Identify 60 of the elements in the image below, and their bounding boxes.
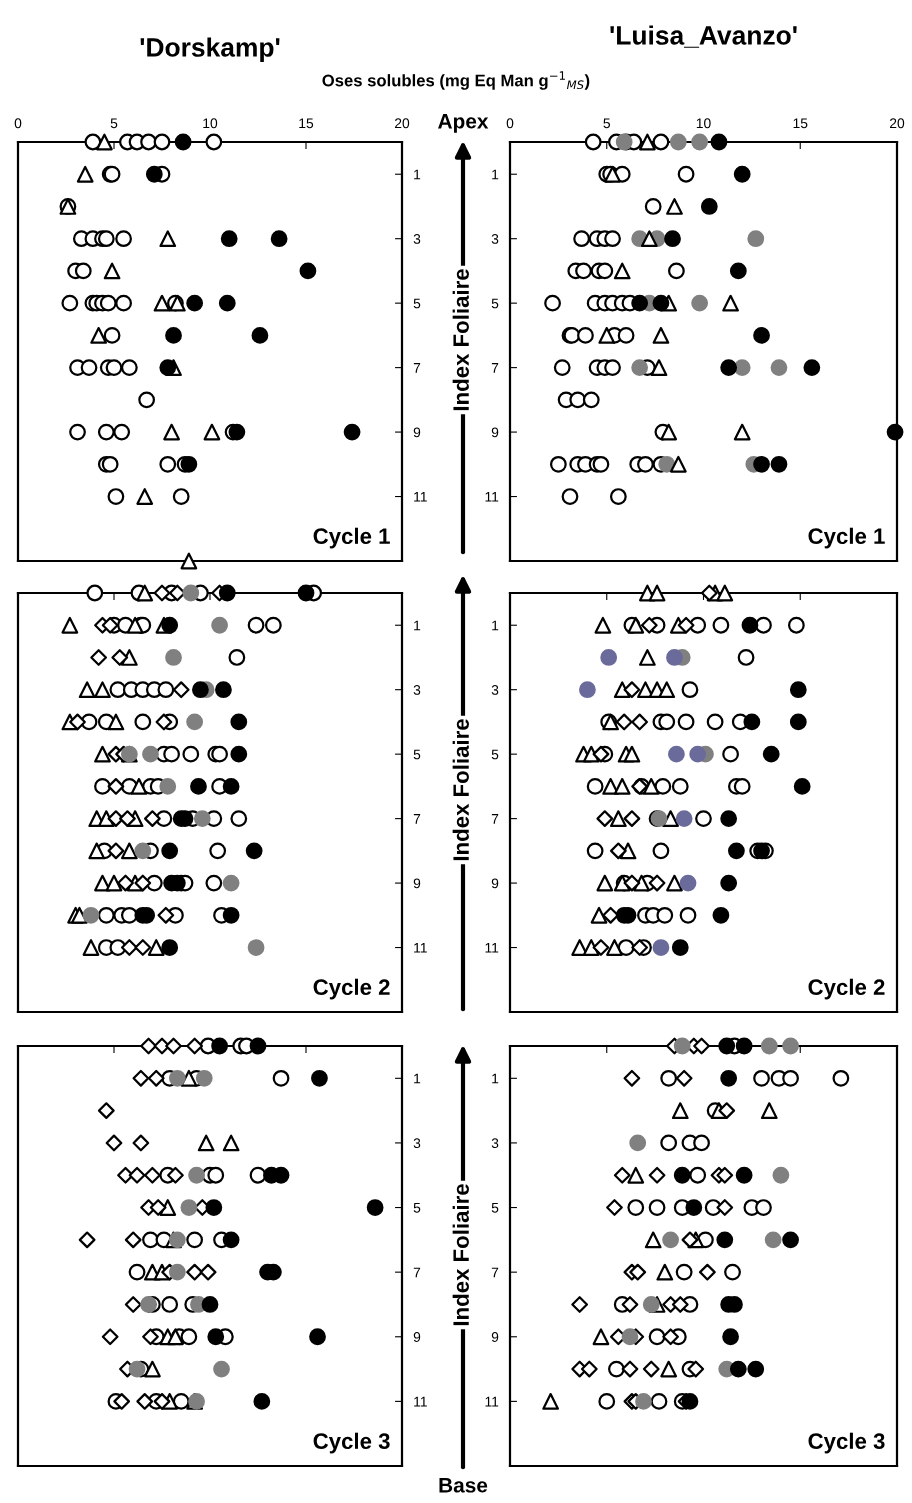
y-tick-label: 1 [492, 1073, 499, 1084]
text: Base [439, 1478, 488, 1493]
y-tick-label: 3 [491, 685, 499, 695]
y-tick-label: 5 [491, 749, 499, 760]
y-axis-title: Index Foliaire [452, 1184, 469, 1326]
y-tick-label: 3 [491, 234, 499, 244]
y-tick-label: 1 [414, 169, 421, 180]
x-tick-label: 20 [394, 118, 410, 129]
annotation: Cycle 1 [808, 527, 885, 549]
y-tick-label: 9 [491, 427, 499, 438]
y-tick-label: 5 [413, 1203, 421, 1213]
y-tick-label: 11 [485, 1396, 499, 1407]
y-tick-label: 1 [414, 1073, 421, 1084]
annotation: Cycle 3 [808, 1432, 885, 1454]
y-tick-label: 9 [413, 1332, 421, 1342]
y-tick-label: 3 [491, 1138, 499, 1149]
x-tick-label: 5 [603, 118, 611, 129]
y-tick-label: 3 [413, 1138, 421, 1149]
annotation: Cycle 2 [313, 978, 390, 1000]
annotation: Cycle 1 [313, 527, 390, 549]
annotation: Cycle 3 [313, 1432, 390, 1454]
y-tick-label: 5 [491, 298, 499, 309]
x-tick-label: 0 [506, 118, 514, 129]
y-tick-label: 1 [492, 169, 499, 180]
y-tick-label: 1 [492, 620, 499, 631]
y-tick-label: 7 [491, 814, 499, 824]
x-axis-title: Oses solubles (mg Eq Man g$^{−1}$$_{MS}$) [322, 71, 590, 90]
y-tick-label: 7 [491, 1267, 499, 1278]
y-axis-title: Index Foliaire [452, 269, 469, 411]
y-tick-label: 11 [414, 943, 427, 953]
y-tick-label: 5 [413, 298, 421, 309]
y-tick-label: 7 [491, 363, 499, 373]
x-tick-label: 10 [203, 118, 218, 129]
x-tick-label: 15 [793, 118, 808, 129]
x-tick-label: 10 [696, 118, 711, 129]
y-tick-label: 7 [413, 1267, 421, 1278]
y-tick-label: 11 [414, 1396, 427, 1407]
y-tick-label: 9 [413, 878, 421, 889]
y-tick-label: 11 [414, 492, 427, 502]
x-tick-label: 5 [110, 118, 118, 129]
y-tick-label: 5 [413, 749, 421, 760]
x-tick-label: 0 [14, 118, 22, 129]
y-tick-label: 7 [413, 814, 421, 824]
y-tick-label: 11 [485, 943, 499, 953]
y-tick-label: 3 [413, 234, 421, 244]
y-tick-label: 9 [413, 427, 421, 438]
text: Apex [438, 114, 489, 133]
chart-title: 'Dorskamp' [140, 37, 280, 62]
y-tick-label: 1 [414, 620, 421, 631]
y-tick-label: 3 [413, 685, 421, 695]
y-tick-label: 7 [413, 363, 421, 373]
annotation: Cycle 2 [808, 978, 885, 1000]
y-tick-label: 9 [491, 1332, 499, 1342]
chart-title: 'Luisa_Avanzo' [610, 25, 797, 48]
x-tick-label: 20 [889, 118, 905, 129]
y-axis-title: Index Foliaire [452, 719, 469, 861]
y-tick-label: 11 [485, 492, 499, 502]
y-tick-label: 5 [491, 1203, 499, 1213]
x-tick-label: 15 [299, 118, 314, 129]
y-tick-label: 9 [491, 878, 499, 889]
